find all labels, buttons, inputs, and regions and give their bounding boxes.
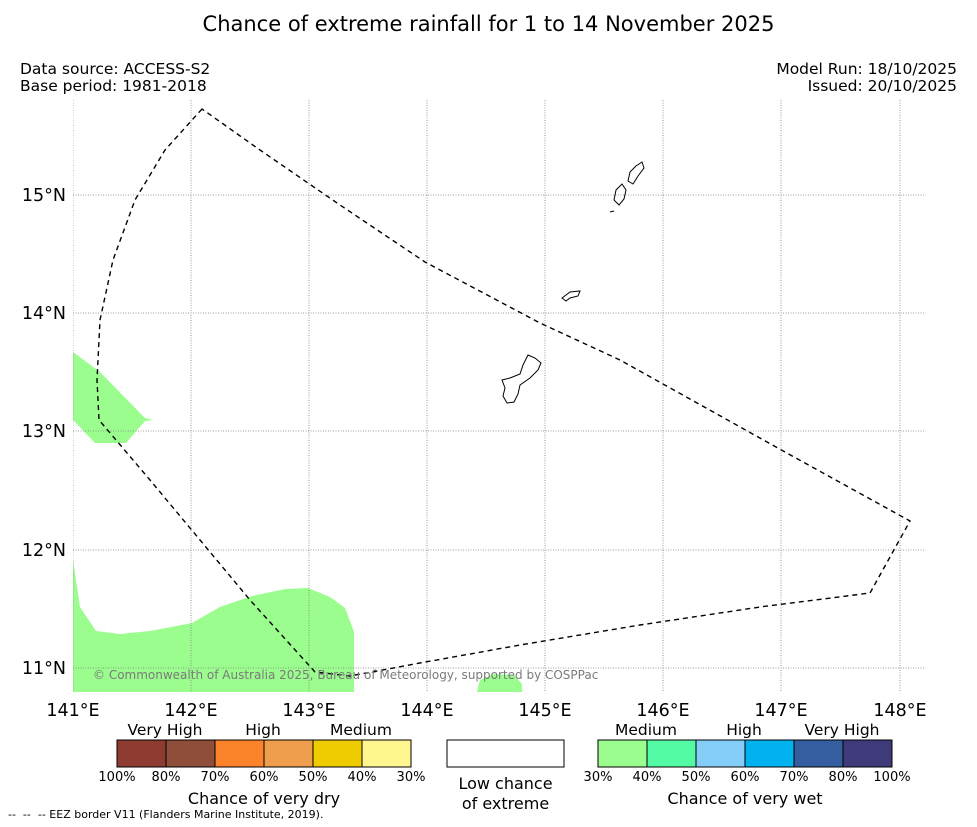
dry-band-very-high: Very High [127,721,203,739]
wet-tick-label: 100% [873,770,911,785]
latitude-label: 11°N [22,659,66,679]
dry-colorbar [116,739,412,768]
issued-label: Issued: 20/10/2025 [807,77,957,95]
latitude-label: 14°N [22,304,66,324]
wet-band-high: High [726,721,762,739]
copyright-notice: © Commonwealth of Australia 2025, Bureau… [93,668,599,682]
dry-tick-label: 60% [249,770,279,785]
dry-swatch [263,739,314,768]
gridlines [73,100,924,692]
data-source-label: Data source: ACCESS-S2 [20,60,211,78]
wet-swatch [793,739,844,768]
latitude-label: 15°N [22,186,66,206]
source-info: Data source: ACCESS-S2 Base period: 1981… [20,61,210,95]
dry-swatch [116,739,167,768]
latitude-label: 12°N [22,541,66,561]
wet-tick-label: 60% [730,770,760,785]
dry-tick-label: 50% [298,770,328,785]
wet-tick-label: 70% [779,770,809,785]
longitude-label: 148°E [873,701,926,721]
latitude-label: 13°N [22,422,66,442]
dry-band-medium: Medium [330,721,392,739]
dry-swatch [312,739,363,768]
longitude-label: 146°E [636,701,689,721]
dry-tick-label: 30% [396,770,426,785]
dry-tick-label: 100% [98,770,136,785]
longitude-label: 141°E [46,701,99,721]
island-tinian [613,183,627,206]
island-rota [561,290,581,302]
dry-tick-label: 40% [347,770,377,785]
run-info: Model Run: 18/10/2025 Issued: 20/10/2025 [776,61,957,95]
wet-swatch [597,739,648,768]
longitude-labels: 141°E 142°E 143°E 144°E 145°E 146°E 147°E 148°E [46,701,926,721]
chart-title: Chance of extreme rainfall for 1 to 14 N… [202,12,775,36]
wet-band-very-high: Very High [804,721,880,739]
wet-region-west [73,352,153,443]
low-chance-caption-line1: Low chance [458,774,553,793]
islands [501,161,645,404]
wet-swatch [695,739,746,768]
latitude-labels: 15°N 14°N 13°N 12°N 11°N [22,186,66,679]
low-chance-swatch [446,739,565,768]
longitude-label: 145°E [518,701,571,721]
island-guam [501,354,542,404]
wet-tick-label: 40% [632,770,662,785]
base-period-label: Base period: 1981-2018 [20,77,207,95]
longitude-label: 142°E [164,701,217,721]
island-saipan [627,161,645,185]
wet-swatch [646,739,697,768]
wet-tick-label: 80% [828,770,858,785]
wet-tick-label: 50% [681,770,711,785]
longitude-label: 144°E [400,701,453,721]
longitude-label: 147°E [754,701,807,721]
wet-region-south [73,560,354,692]
island-aguijan [609,210,615,213]
eez-footnote: -- -- -- EEZ border V11 (Flanders Marine… [8,808,324,821]
eez-border [96,108,911,677]
wet-colorbar [597,739,893,768]
dry-band-high: High [245,721,281,739]
low-chance-caption-line2: of extreme [461,794,550,813]
dry-caption: Chance of very dry [187,789,341,808]
longitude-label: 143°E [282,701,335,721]
wet-tick-label: 30% [583,770,613,785]
wet-swatch [842,739,893,768]
dry-swatch [214,739,265,768]
wet-band-medium: Medium [615,721,677,739]
wet-swatch [744,739,795,768]
dry-tick-label: 80% [151,770,181,785]
wet-region-small [477,674,522,692]
dry-tick-label: 70% [200,770,230,785]
dry-swatch [165,739,216,768]
dry-swatch [361,739,412,768]
wet-caption: Chance of very wet [667,789,823,808]
model-run-label: Model Run: 18/10/2025 [776,60,957,78]
